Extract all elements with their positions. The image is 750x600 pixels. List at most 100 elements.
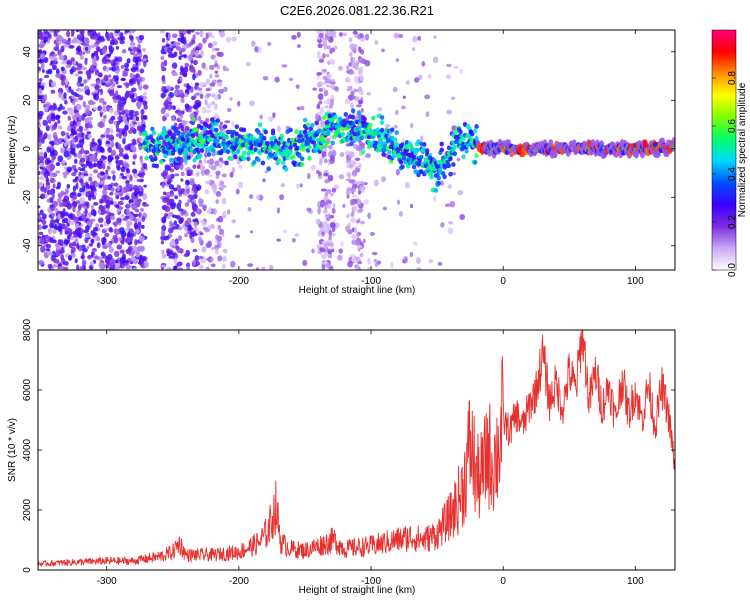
spectrogram-noise-cell (78, 174, 85, 179)
spectrogram-noise-cell (215, 190, 222, 197)
spectrogram-noise-cell (116, 209, 121, 213)
spectrogram-noise-cell (62, 43, 69, 48)
spectrogram-noise-cell (121, 114, 128, 122)
spectrogram-noise-cell (108, 226, 113, 232)
spectrogram-noise-cell (107, 53, 112, 57)
spectrogram-ridge-cell (336, 127, 341, 133)
spectrogram-noise-cell (186, 169, 192, 176)
spectrogram-ridge-cell (157, 140, 162, 146)
spectrogram-noise-cell (109, 191, 114, 196)
spectrogram-noise-cell (168, 255, 174, 259)
spectrogram-noise-cell (366, 266, 372, 270)
spectrogram-noise-cell (197, 42, 203, 50)
spectrogram-noise-cell (344, 77, 351, 83)
spectrogram-noise-cell (184, 103, 190, 109)
spectrogram-noise-cell (81, 113, 85, 121)
spectrogram-noise-cell (185, 179, 190, 186)
spectrogram-ridge-cell (330, 140, 335, 146)
spectrogram-noise-cell (166, 47, 173, 54)
spectrogram-noise-cell (138, 235, 145, 242)
spectrogram-noise-cell (43, 74, 50, 79)
spectrogram-noise-cell (70, 33, 75, 37)
spectrogram-noise-cell (184, 202, 190, 207)
spectrogram-noise-cell (351, 256, 356, 263)
spectrogram-noise-cell (98, 121, 105, 129)
spectrogram-noise-cell (323, 172, 329, 177)
spectrogram-noise-cell (162, 169, 169, 176)
spectrogram-noise-cell (96, 46, 101, 52)
spectrogram-noise-cell (321, 69, 328, 73)
spectrogram-ridge-cell (154, 163, 159, 169)
spectrogram-noise-cell (322, 53, 326, 59)
spectrogram-noise-cell (235, 188, 240, 195)
spectrogram-noise-cell (440, 222, 445, 228)
x-tick-label: 0 (500, 576, 506, 587)
spectrogram-noise-cell (119, 40, 125, 45)
spectrogram-ridge-cell (461, 154, 466, 160)
spectrogram-noise-cell (170, 116, 176, 122)
spectrogram-noise-cell (124, 30, 130, 33)
spectrogram-noise-cell (65, 188, 69, 194)
spectrogram-noise-cell (194, 82, 200, 87)
spectrogram-noise-cell (312, 87, 318, 91)
spectrogram-ridge-cell (221, 141, 226, 147)
spectrogram-noise-cell (161, 253, 167, 259)
y-tick-label: -40 (22, 238, 33, 253)
spectrogram-noise-cell (115, 64, 120, 72)
spectrogram-noise-cell (161, 249, 165, 255)
x-tick-label: 0 (500, 276, 506, 287)
spectrogram-noise-cell (280, 183, 286, 188)
spectrogram-noise-cell (133, 213, 139, 218)
spectrogram-noise-cell (52, 183, 56, 189)
spectrogram-noise-cell (134, 93, 138, 97)
spectrogram-noise-cell (63, 239, 70, 245)
spectrogram-noise-cell (353, 89, 359, 93)
spectrogram-noise-cell (218, 125, 224, 131)
spectrogram-noise-cell (224, 67, 230, 72)
spectrogram-ridge-cell (452, 144, 457, 150)
spectrogram-noise-cell (57, 213, 61, 220)
spectrogram-ridge-cell (144, 155, 149, 161)
spectrogram-noise-cell (77, 152, 83, 159)
spectrogram-ridge-cell (304, 125, 309, 131)
spectrogram-noise-cell (354, 157, 361, 161)
spectrogram-ridge-cell (249, 145, 254, 151)
spectrogram-noise-cell (51, 172, 57, 178)
spectrogram-noise-cell (166, 191, 171, 198)
spectrogram-noise-cell (90, 229, 95, 236)
spectrogram-noise-cell (180, 188, 185, 193)
spectrogram-noise-cell (176, 247, 182, 254)
spectrogram-noise-cell (161, 216, 167, 224)
spectrogram-noise-cell (231, 167, 236, 174)
spectrogram-noise-cell (324, 105, 329, 109)
spectrogram-noise-cell (104, 227, 110, 231)
spectrogram-noise-cell (64, 100, 68, 105)
spectrogram-noise-cell (60, 66, 65, 72)
spectrogram-noise-cell (346, 193, 350, 199)
spectrogram-noise-cell (338, 65, 343, 71)
spectrogram-ridge-cell (445, 159, 450, 165)
spectrogram-ridge-cell (333, 114, 338, 120)
spectrogram-noise-cell (107, 175, 111, 180)
spectrogram-noise-cell (141, 215, 146, 222)
spectrogram-noise-cell (350, 217, 356, 224)
spectrogram-noise-cell (323, 158, 328, 164)
spectrogram-noise-cell (98, 181, 104, 185)
spectrogram-noise-cell (109, 39, 115, 46)
spectrogram-noise-cell (300, 105, 305, 111)
snr-background (38, 330, 675, 570)
spectrogram-noise-cell (122, 72, 129, 77)
spectrogram-noise-cell (43, 132, 48, 139)
spectrogram-noise-cell (194, 255, 200, 262)
spectrogram-noise-cell (405, 80, 410, 85)
spectrogram-noise-cell (63, 150, 70, 158)
x-tick-label: -100 (361, 276, 381, 287)
spectrogram-ridge-cell (193, 127, 199, 132)
spectrogram-noise-cell (328, 104, 333, 109)
spectrogram-noise-cell (180, 48, 186, 53)
spectrogram-noise-cell (159, 30, 166, 34)
spectrogram-noise-cell (183, 253, 190, 258)
spectrogram-noise-cell (393, 124, 398, 129)
spectrogram-noise-cell (39, 193, 46, 200)
spectrogram-noise-cell (420, 135, 424, 142)
